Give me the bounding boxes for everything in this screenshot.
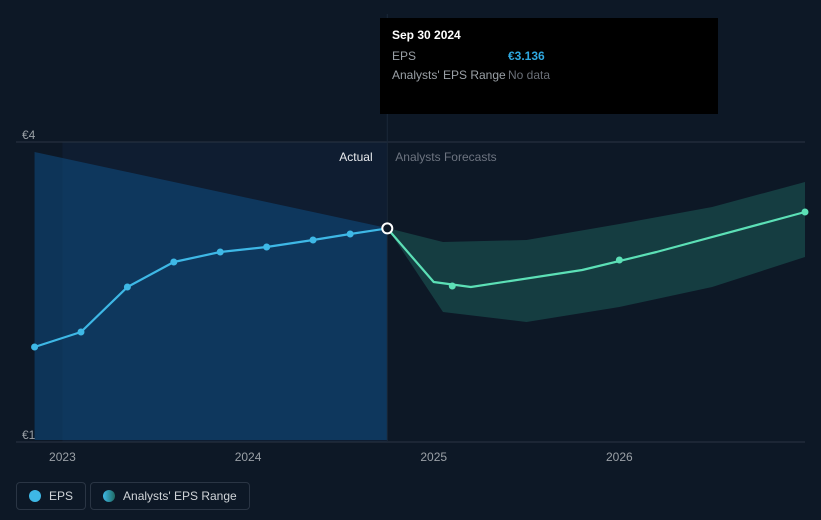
- tooltip-row-label: EPS: [392, 47, 508, 66]
- y-tick-label: €1: [22, 428, 35, 442]
- tooltip-row-label: Analysts' EPS Range: [392, 66, 508, 85]
- x-tick-label: 2023: [49, 450, 76, 464]
- chart-legend: EPS Analysts' EPS Range: [16, 482, 250, 510]
- tooltip-title: Sep 30 2024: [392, 26, 706, 45]
- legend-item[interactable]: EPS: [16, 482, 86, 510]
- legend-label: Analysts' EPS Range: [123, 489, 237, 503]
- chart-container: €4 €1 2023 2024 2025 2026 Actual Analysts Fo…: [0, 0, 821, 520]
- legend-swatch-icon: [29, 490, 41, 502]
- legend-swatch-icon: [103, 490, 115, 502]
- chart-tooltip: Sep 30 2024 EPS€3.136Analysts' EPS Range…: [380, 18, 718, 114]
- tooltip-row: Analysts' EPS RangeNo data: [392, 66, 706, 85]
- legend-item[interactable]: Analysts' EPS Range: [90, 482, 250, 510]
- tooltip-row-value: No data: [508, 66, 550, 85]
- y-tick-label: €4: [22, 128, 35, 142]
- forecast-section-label: Analysts Forecasts: [395, 150, 496, 164]
- tooltip-row: EPS€3.136: [392, 47, 706, 66]
- legend-label: EPS: [49, 489, 73, 503]
- x-tick-label: 2025: [420, 450, 447, 464]
- actual-section-label: Actual: [339, 150, 372, 164]
- tooltip-row-value: €3.136: [508, 47, 545, 66]
- x-tick-label: 2026: [606, 450, 633, 464]
- x-tick-label: 2024: [235, 450, 262, 464]
